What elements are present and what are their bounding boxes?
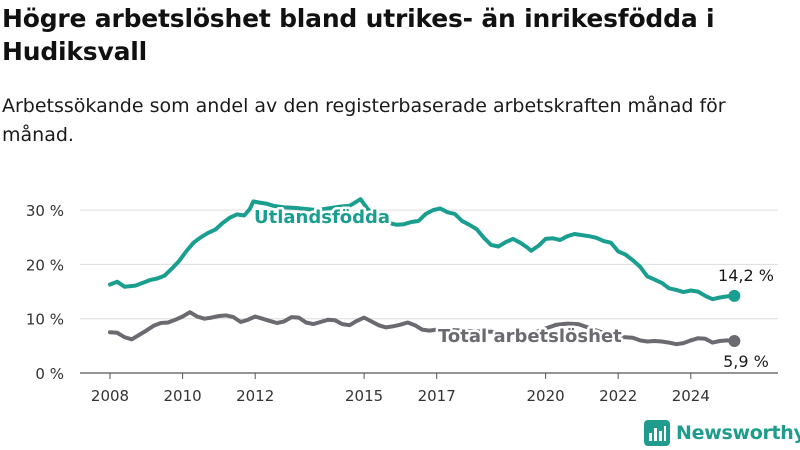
x-tick-label: 2015: [345, 387, 383, 405]
series-name-label: Total arbetslöshet: [438, 326, 622, 347]
series-end-point-0: [728, 289, 741, 302]
y-tick-label: 30 %: [26, 202, 64, 220]
bar-chart-logo-icon: [644, 420, 670, 446]
y-tick-label: 10 %: [26, 311, 64, 329]
x-tick-label: 2012: [236, 387, 274, 405]
series-name-label: Utlandsfödda: [254, 207, 390, 228]
series-line-0: [108, 197, 737, 302]
y-tick-label: 0 %: [35, 365, 64, 383]
x-tick-label: 2010: [164, 387, 202, 405]
chart-subtitle: Arbetssökande som andel av den registerb…: [2, 95, 726, 146]
x-tick-label: 2022: [599, 387, 637, 405]
end-value-label: 5,9 %: [723, 352, 769, 371]
brand-logo: Newsworthy: [644, 419, 800, 447]
end-value-label: 14,2 %: [718, 266, 774, 285]
x-tick-label: 2017: [418, 387, 456, 405]
x-tick-label: 2020: [527, 387, 565, 405]
series-line-1: [108, 310, 737, 347]
x-tick-label: 2008: [91, 387, 129, 405]
y-tick-label: 20 %: [26, 256, 64, 274]
chart-title: Högre arbetslöshet bland utrikes- än inr…: [2, 4, 715, 66]
series-end-point-1: [728, 334, 741, 347]
x-tick-label: 2024: [672, 387, 710, 405]
brand-name: Newsworthy: [676, 422, 800, 444]
